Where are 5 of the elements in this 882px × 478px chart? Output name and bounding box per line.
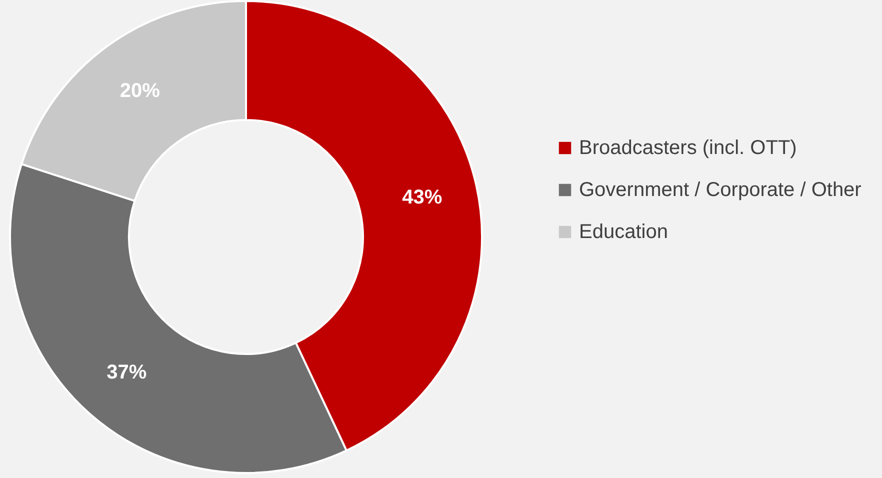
legend-label: Broadcasters (incl. OTT)	[579, 137, 797, 159]
legend-label: Government / Corporate / Other	[579, 179, 862, 201]
legend-label: Education	[579, 221, 668, 243]
data-label: 43%	[402, 186, 442, 209]
data-label: 37%	[106, 361, 147, 384]
